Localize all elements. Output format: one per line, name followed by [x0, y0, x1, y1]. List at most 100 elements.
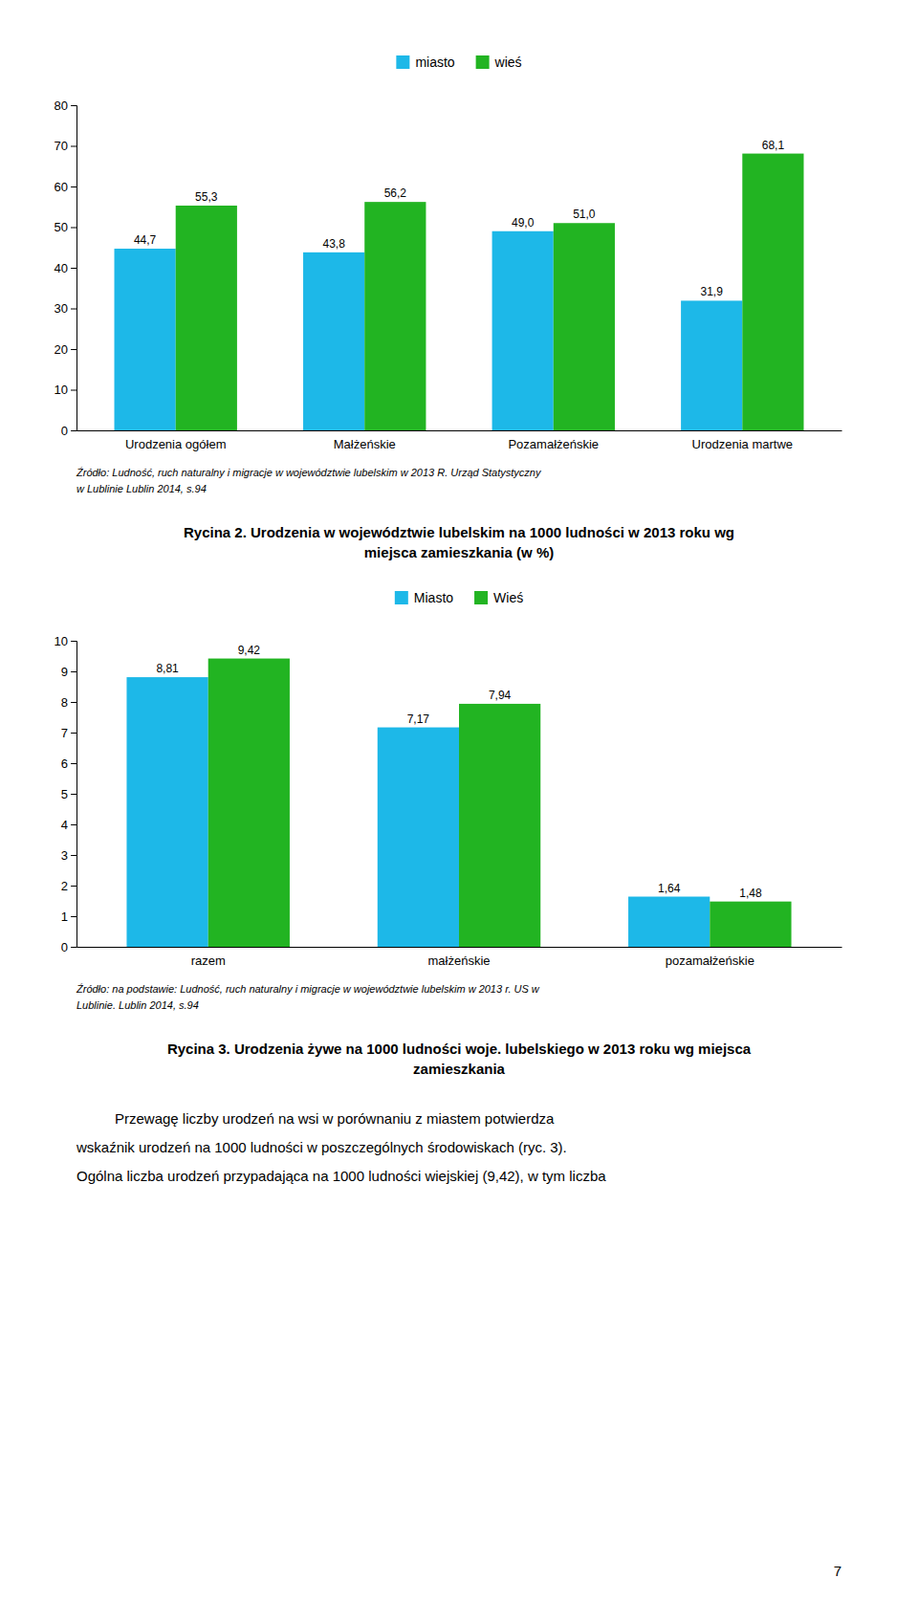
tick-label: 6 — [61, 756, 68, 771]
data-label: 1,64 — [657, 881, 681, 896]
y-tick: 1 — [61, 909, 77, 924]
y-tick: 30 — [54, 301, 77, 316]
tick-mark — [70, 640, 77, 642]
legend-swatch — [394, 590, 409, 605]
x-tick: Pozamałżeńskie — [507, 437, 599, 452]
page-number: 7 — [833, 1562, 842, 1579]
tick-mark — [70, 146, 77, 148]
tick-mark — [70, 267, 77, 269]
bars — [126, 658, 791, 947]
y-tick: 10 — [54, 382, 77, 397]
tick-label: 10 — [54, 382, 68, 397]
tick-label: pozamałżeńskie — [665, 953, 755, 968]
axis-line — [70, 641, 78, 948]
data-label: 55,3 — [195, 190, 219, 204]
data-label: 9,42 — [238, 643, 262, 657]
tick-mark — [70, 916, 77, 918]
data-label: 8,81 — [155, 661, 179, 676]
data-label: 7,17 — [407, 712, 431, 726]
tick-label: 30 — [54, 301, 68, 316]
chart: 012345678910razemmałżeńskiepozamałżeński… — [54, 590, 843, 1077]
legend-item: miasto — [395, 54, 455, 70]
bar — [303, 252, 365, 431]
legend-swatch — [476, 55, 490, 69]
source-note: Źródło: na podstawie: Ludność, ruch natu… — [75, 983, 541, 995]
tick-label: 60 — [54, 179, 68, 195]
legend-label: Wieś — [493, 590, 524, 606]
x-axis: razem małżeńskie pozamałżeńskie — [77, 947, 843, 969]
y-tick: 50 — [54, 219, 77, 235]
tick-mark — [70, 793, 77, 795]
y-tick: 4 — [61, 817, 77, 832]
tick-label: 10 — [54, 633, 68, 649]
bar — [175, 205, 238, 431]
tick-mark — [70, 671, 77, 673]
bar — [377, 727, 459, 947]
tick-label: 3 — [61, 848, 68, 863]
tick-label: 4 — [61, 817, 68, 832]
body-line: wskaźnik urodzeń na 1000 ludności w posz… — [75, 1138, 568, 1156]
tick-label: Pozamałżeńskie — [507, 437, 599, 452]
tick-mark — [70, 349, 77, 350]
tick-label: Urodzenia ogółem — [125, 437, 227, 452]
tick-mark — [70, 824, 77, 826]
tick-mark — [70, 732, 77, 734]
tick-label: 50 — [54, 219, 68, 235]
x-tick: Urodzenia ogółem — [125, 437, 227, 452]
series — [175, 153, 805, 431]
body-text: Przewagę liczby urodzeń na wsi w porówna… — [75, 1110, 607, 1184]
bar — [126, 677, 208, 947]
data-label: 43,8 — [322, 237, 346, 251]
chart-title: miejsca zamieszkania (w %) — [364, 544, 554, 561]
body-line: Przewagę liczby urodzeń na wsi w porówna… — [114, 1110, 555, 1127]
data-label: 51,0 — [572, 207, 596, 221]
data-label: 44,7 — [133, 233, 157, 247]
tick-label: 8 — [61, 695, 68, 710]
legend-label: miasto — [415, 54, 455, 70]
y-tick: 9 — [61, 664, 77, 679]
y-tick: 2 — [61, 878, 77, 894]
legend-item: Wieś — [474, 590, 524, 606]
bar — [553, 222, 615, 431]
legend-label: Miasto — [414, 590, 454, 606]
tick-mark — [70, 763, 77, 765]
axis-line — [70, 106, 78, 432]
legend-label: wieś — [494, 54, 523, 70]
y-tick: 6 — [61, 756, 77, 771]
y-tick: 0 — [61, 939, 77, 955]
bar — [492, 231, 554, 431]
legend: Miasto Wieś — [394, 590, 524, 606]
y-tick: 8 — [61, 695, 77, 710]
source-note: Źródło: Ludność, ruch naturalny i migrac… — [75, 466, 543, 479]
tick-label: razem — [191, 953, 226, 968]
chart-title: Rycina 2. Urodzenia w województwie lubel… — [183, 524, 735, 541]
source-note: w Lublinie Lublin 2014, s.94 — [76, 482, 207, 495]
y-tick: 10 — [54, 633, 77, 649]
bar — [709, 901, 791, 947]
x-axis: Urodzenia ogółem Małżeńskie Pozamałżeńskie… — [77, 431, 843, 453]
tick-label: małżeńskie — [427, 953, 490, 968]
page: 01020304050607080Urodzenia ogółemMałżeńs… — [0, 0, 918, 1600]
tick-mark — [70, 227, 77, 229]
data-label: 7,94 — [488, 688, 512, 702]
tick-mark — [70, 390, 77, 392]
tick-label: 20 — [54, 342, 68, 357]
y-tick: 3 — [61, 848, 77, 863]
tick-label: 9 — [61, 664, 68, 679]
bar — [364, 201, 426, 431]
x-tick: pozamałżeńskie — [665, 953, 755, 968]
y-tick: 5 — [61, 786, 77, 802]
y-axis: 01020304050607080 — [54, 98, 78, 438]
tick-mark — [70, 186, 77, 188]
x-tick: Małżeńskie — [333, 437, 396, 452]
bar — [680, 300, 743, 431]
x-tick: małżeńskie — [427, 953, 490, 968]
y-tick: 20 — [54, 342, 77, 357]
chart: 01020304050607080Urodzenia ogółemMałżeńs… — [54, 54, 843, 561]
legend: miasto wieś — [395, 54, 522, 70]
y-tick: 0 — [61, 423, 77, 438]
tick-label: 0 — [61, 423, 68, 438]
legend-swatch — [395, 55, 410, 69]
x-tick: Urodzenia martwe — [692, 437, 794, 452]
data-label: 68,1 — [762, 138, 786, 153]
